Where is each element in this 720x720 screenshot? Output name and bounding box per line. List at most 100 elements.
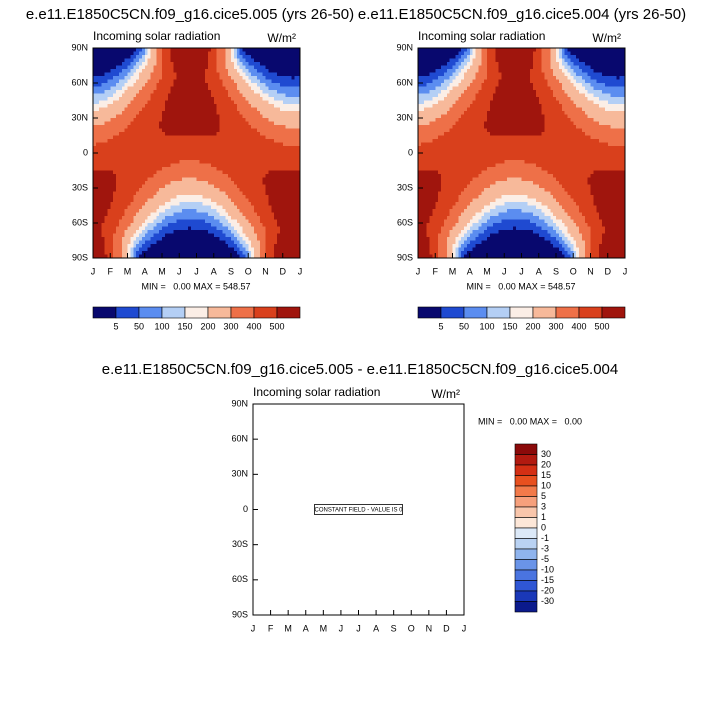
contour-cell — [429, 76, 433, 81]
contour-cell — [242, 65, 246, 70]
contour-cell — [199, 251, 203, 256]
contour-cell — [288, 254, 292, 259]
contour-cell — [93, 69, 97, 74]
contour-cell — [101, 86, 106, 91]
contour-cell — [248, 247, 252, 252]
contour-cell — [150, 223, 154, 228]
contour-cell — [176, 58, 180, 63]
contour-cell — [288, 142, 292, 147]
contour-cell — [438, 142, 442, 147]
contour-cell — [213, 97, 218, 102]
contour-cell — [185, 202, 189, 207]
contour-cell — [167, 198, 172, 203]
contour-cell — [231, 226, 235, 231]
contour-cell — [254, 223, 258, 228]
contour-cell — [144, 198, 149, 203]
contour-cell — [438, 212, 442, 217]
contour-cell — [121, 223, 126, 228]
contour-cell — [196, 156, 200, 161]
contour-cell — [124, 121, 129, 126]
contour-cell — [95, 55, 100, 60]
contour-cell — [429, 170, 433, 175]
contour-cell — [190, 90, 195, 95]
contour-cell — [116, 111, 120, 116]
contour-cell — [130, 163, 134, 168]
contour-cell — [418, 125, 422, 130]
contour-cell — [219, 191, 223, 196]
contour-cell — [228, 209, 232, 214]
contour-cell — [144, 149, 149, 154]
contour-cell — [294, 83, 298, 88]
contour-cell — [179, 58, 183, 63]
contour-cell — [242, 219, 246, 224]
contour-cell — [418, 65, 422, 70]
contour-cell — [141, 226, 146, 231]
contour-cell — [116, 174, 120, 179]
contour-cell — [156, 128, 160, 133]
contour-cell — [239, 114, 244, 119]
contour-cell — [225, 219, 229, 224]
contour-cell — [147, 212, 152, 217]
contour-cell — [147, 174, 152, 179]
contour-cell — [190, 104, 195, 109]
contour-cell — [245, 233, 249, 238]
contour-cell — [182, 104, 186, 109]
contour-cell — [159, 174, 163, 179]
contour-cell — [265, 177, 269, 182]
contour-cell — [124, 65, 129, 70]
contour-cell — [294, 156, 298, 161]
contour-cell — [268, 205, 272, 210]
contour-cell — [210, 216, 215, 221]
contour-cell — [159, 111, 163, 116]
contour-cell — [150, 121, 154, 126]
contour-cell — [153, 233, 157, 238]
contour-cell — [297, 177, 301, 182]
contour-cell — [438, 251, 442, 256]
contour-cell — [277, 205, 281, 210]
contour-cell — [443, 142, 448, 147]
contour-cell — [219, 93, 223, 98]
contour-cell — [271, 90, 275, 95]
contour-cell — [130, 125, 134, 130]
contour-cell — [167, 153, 172, 158]
contour-cell — [150, 125, 154, 130]
contour-cell — [277, 177, 281, 182]
contour-cell — [213, 209, 218, 214]
contour-cell — [205, 139, 209, 144]
contour-cell — [147, 79, 152, 84]
contour-cell — [297, 55, 301, 60]
contour-cell — [196, 149, 200, 154]
contour-cell — [93, 188, 97, 193]
contour-cell — [271, 170, 275, 175]
contour-cell — [179, 181, 183, 186]
contour-cell — [256, 240, 261, 245]
contour-cell — [210, 230, 215, 235]
contour-cell — [432, 160, 436, 165]
contour-cell — [176, 51, 180, 56]
contour-cell — [173, 219, 177, 224]
contour-cell — [248, 202, 252, 207]
contour-cell — [256, 230, 261, 235]
contour-cell — [141, 195, 146, 200]
contour-cell — [225, 69, 229, 74]
contour-cell — [130, 79, 134, 84]
contour-cell — [294, 79, 298, 84]
contour-cell — [153, 244, 157, 249]
contour-cell — [167, 170, 172, 175]
contour-cell — [248, 142, 252, 147]
contour-cell — [435, 83, 439, 88]
contour-cell — [254, 93, 258, 98]
contour-cell — [420, 125, 425, 130]
contour-cell — [259, 79, 264, 84]
contour-cell — [265, 195, 269, 200]
contour-cell — [256, 111, 261, 116]
contour-cell — [95, 100, 100, 105]
contour-cell — [285, 251, 290, 256]
contour-cell — [185, 107, 189, 112]
contour-cell — [418, 62, 422, 67]
contour-cell — [259, 90, 264, 95]
contour-cell — [95, 205, 100, 210]
contour-cell — [225, 142, 229, 147]
contour-cell — [426, 142, 431, 147]
contour-cell — [219, 128, 223, 133]
